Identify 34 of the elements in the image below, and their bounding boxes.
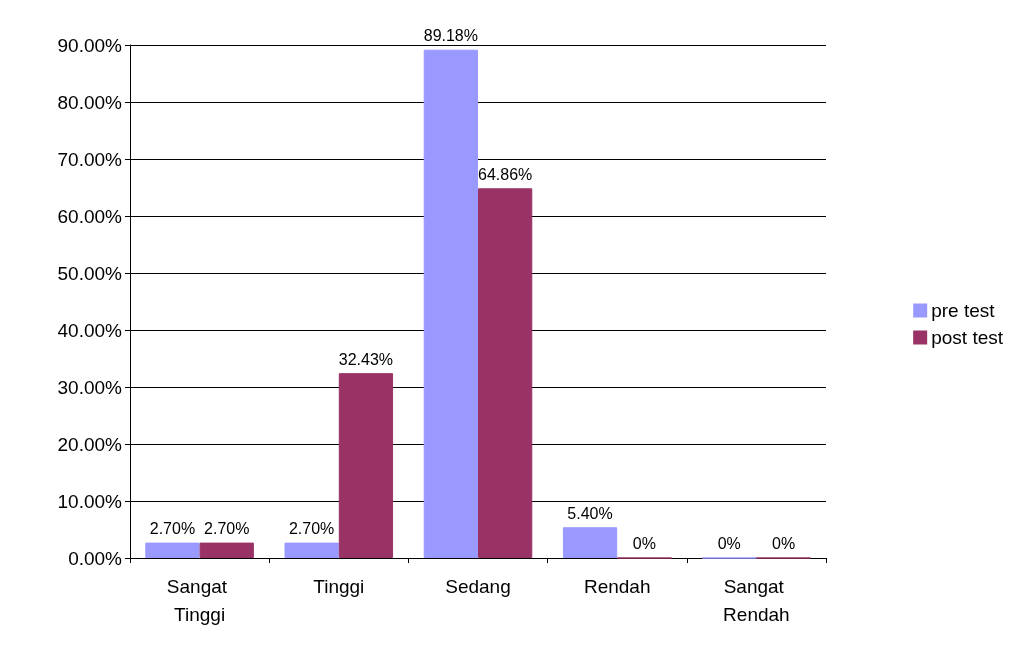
y-tick-label: 50.00%: [57, 262, 123, 284]
data-label: 0%: [717, 535, 741, 552]
data-label: 0%: [632, 535, 656, 552]
bar: [338, 373, 394, 558]
x-tick-label: Sedang: [445, 575, 511, 597]
y-tick-label: 0.00%: [68, 547, 123, 569]
y-tick-label: 30.00%: [57, 376, 123, 398]
y-tick-label: 40.00%: [57, 319, 123, 341]
data-label: 2.70%: [149, 520, 196, 538]
data-label: 2.70%: [288, 520, 335, 538]
data-label: 2.70%: [204, 520, 250, 538]
bar: [145, 542, 200, 558]
y-tick-label: 60.00%: [57, 205, 123, 227]
y-tick-label: 20.00%: [57, 433, 123, 455]
bar: [199, 542, 254, 558]
data-label: 32.43%: [338, 350, 394, 368]
y-tick-label: 90.00%: [57, 34, 123, 56]
bar: [562, 527, 618, 558]
y-tick-label: 10.00%: [57, 490, 123, 512]
data-label: 64.86%: [478, 165, 533, 183]
legend-label: pre test: [931, 300, 996, 321]
x-tick-label: Sangat Rendah: [723, 575, 790, 625]
y-tick-label: 70.00%: [57, 148, 123, 170]
y-tick-label: 80.00%: [57, 91, 123, 113]
x-tick-label: Sangat Tinggi: [166, 575, 233, 625]
data-label: 89.18%: [423, 27, 478, 45]
legend-label: post test: [931, 327, 1004, 348]
bar: [478, 188, 533, 558]
bar: [284, 542, 339, 558]
x-tick-label: Tinggi: [313, 575, 365, 597]
bar: [423, 49, 478, 558]
x-tick-label: Rendah: [583, 575, 651, 597]
data-label: 5.40%: [567, 504, 613, 522]
data-label: 0%: [771, 535, 796, 552]
